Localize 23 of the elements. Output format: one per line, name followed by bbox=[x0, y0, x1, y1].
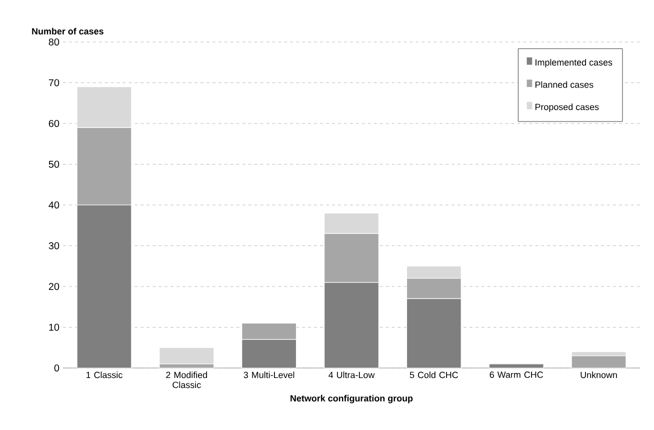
x-tick-label: 6 Warm CHC bbox=[490, 372, 543, 378]
x-tick-label: 4 Ultra-Low bbox=[328, 372, 375, 378]
legend-label: Planned cases bbox=[535, 81, 594, 88]
y-tick-label: 0 bbox=[54, 364, 60, 372]
bar bbox=[159, 347, 214, 364]
y-tick-label: 10 bbox=[49, 324, 60, 331]
x-tick-label: 3 Multi-Level bbox=[244, 372, 294, 378]
y-tick-label: 70 bbox=[48, 79, 60, 86]
y-tick-label: 20 bbox=[48, 282, 60, 290]
x-tick-label: 5 Cold CHC bbox=[410, 372, 458, 378]
y-axis-title: Number of cases bbox=[32, 28, 104, 34]
y-tick-label: 30 bbox=[48, 242, 60, 250]
y-tick-label: 80 bbox=[48, 38, 60, 46]
legend-label: Proposed cases bbox=[535, 104, 599, 112]
y-tick-label: 40 bbox=[48, 201, 60, 209]
y-tick-label: 50 bbox=[48, 160, 60, 168]
x-tick-label: Unknown bbox=[580, 372, 617, 378]
bar bbox=[488, 364, 544, 368]
legend-label: Implemented cases bbox=[536, 58, 612, 68]
x-axis-title: Network configuration group bbox=[290, 394, 413, 404]
x-tick-label: 1 Classic bbox=[86, 372, 122, 378]
x-tick-label: 2 Modified Classic bbox=[166, 372, 207, 388]
y-tick-label: 60 bbox=[48, 120, 60, 128]
